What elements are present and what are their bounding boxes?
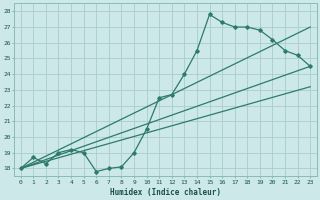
X-axis label: Humidex (Indice chaleur): Humidex (Indice chaleur) [110,188,221,197]
